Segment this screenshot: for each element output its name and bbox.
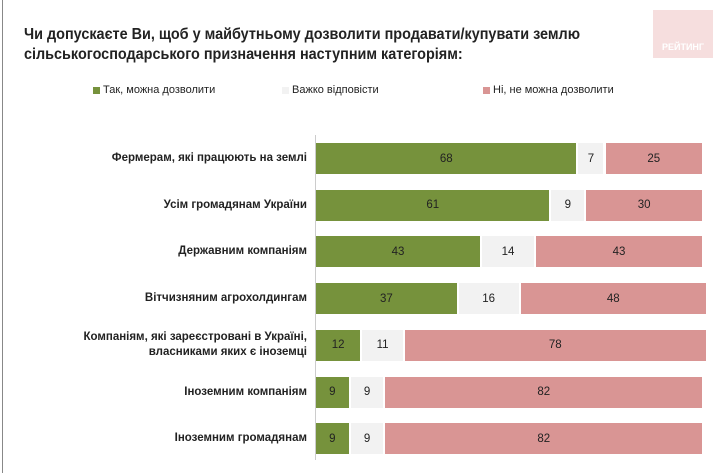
bar-segment: 68 [316, 143, 577, 174]
category-label: Державним компаніям [178, 245, 307, 258]
category-axis [315, 135, 316, 460]
legend-label: Так, можна дозволити [103, 84, 216, 96]
bar-segment: 82 [385, 423, 702, 455]
category-label: Іноземним компаніям [184, 385, 307, 398]
bar-segment: 7 [578, 143, 604, 174]
legend-swatch [93, 86, 100, 94]
bar-segment: 16 [458, 283, 519, 315]
legend-swatch [483, 86, 490, 94]
legend-item: Важко відповісти [282, 84, 379, 96]
bar-segment: 9 [316, 376, 349, 408]
bar-segment: 14 [481, 236, 534, 268]
bar-segment: 61 [316, 189, 550, 221]
bar-segment: 78 [404, 329, 706, 361]
category-label: Усім громадянам України [163, 198, 307, 211]
category-label: Іноземним громадянам [174, 432, 307, 445]
bar-segment: 9 [350, 376, 384, 408]
frame-border [2, 0, 3, 473]
legend-label: Важко відповісти [292, 84, 379, 96]
bar-segment: 11 [362, 329, 403, 361]
category-label: Вітчизняним агрохолдингам [144, 292, 307, 305]
rating-logo: РЕЙТИНГ [653, 10, 713, 58]
bar-segment: 48 [520, 283, 706, 315]
bar-segment: 9 [316, 423, 349, 455]
chart-title: Чи допускаєте Ви, щоб у майбутньому дозв… [24, 26, 581, 63]
bar-segment: 9 [551, 189, 585, 221]
legend-swatch [282, 86, 289, 94]
bar-segment: 43 [316, 236, 480, 268]
legend-item: Ні, не можна дозволити [483, 84, 614, 96]
bar-segment: 43 [536, 236, 702, 268]
bar-segment: 82 [385, 376, 702, 408]
bar-segment: 37 [316, 283, 457, 315]
bar-segment: 25 [605, 143, 702, 174]
legend-item: Так, можна дозволити [93, 84, 215, 96]
logo-text: РЕЙТИНГ [661, 42, 705, 52]
bar-segment: 9 [350, 423, 384, 455]
legend-label: Ні, не можна дозволити [493, 84, 614, 96]
category-label: Фермерам, які працюють на землі [111, 152, 307, 164]
bar-segment: 12 [316, 329, 361, 361]
bar-segment: 30 [586, 189, 702, 221]
category-label: Компаніям, які зареєстровані в Україні, … [83, 331, 307, 359]
